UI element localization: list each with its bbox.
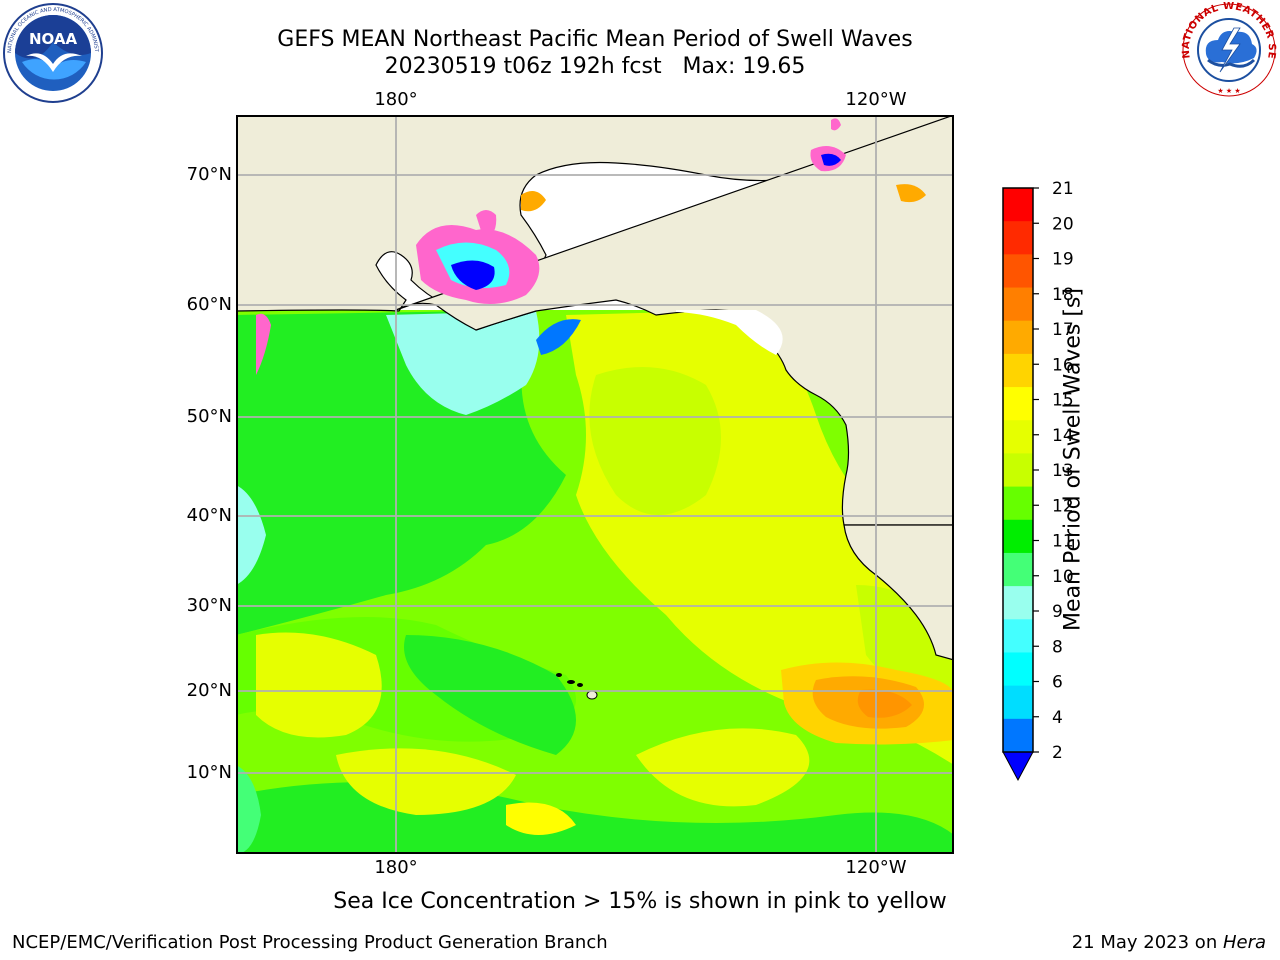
colorbar-bin bbox=[1003, 453, 1033, 488]
colorbar-bin bbox=[1003, 254, 1033, 289]
nws-logo-icon: NATIONAL WEATHER SERVICE ★ ★ ★ bbox=[1178, 2, 1277, 97]
colorbar-tick-label: 10 bbox=[1052, 567, 1074, 587]
lat-label-30n: 30°N bbox=[186, 595, 232, 616]
colorbar-tick-label: 20 bbox=[1052, 214, 1074, 234]
colorbar-bin bbox=[1003, 420, 1033, 454]
lon-label-180-bottom: 180° bbox=[374, 857, 418, 878]
swell-period-map bbox=[236, 115, 954, 854]
colorbar-tick-label: 12 bbox=[1052, 496, 1074, 516]
colorbar-tick-label: 6 bbox=[1052, 673, 1063, 693]
colorbar-bin bbox=[1003, 586, 1033, 620]
colorbar-bin bbox=[1003, 685, 1033, 720]
noaa-logo-icon: NOAA NATIONAL OCEANIC AND ATMOSPHERIC AD… bbox=[2, 2, 103, 103]
host-name: Hera bbox=[1222, 932, 1266, 953]
colorbar-bin bbox=[1003, 552, 1033, 587]
colorbar-tick-label: 14 bbox=[1052, 426, 1074, 446]
map-frame bbox=[236, 115, 954, 854]
colorbar: 21 20 19 18 17 16 15 14 13 12 11 10 9 8 6 4 2 bbox=[1002, 180, 1074, 782]
title-line-2: 20230519 t06z 192h fcst Max: 19.65 bbox=[384, 54, 806, 79]
colorbar-bin bbox=[1003, 320, 1033, 355]
lon-label-180-top: 180° bbox=[374, 89, 418, 110]
colorbar-tick-label: 13 bbox=[1052, 461, 1074, 481]
lat-label-60n: 60°N bbox=[186, 294, 232, 315]
colorbar-tick-label: 15 bbox=[1052, 391, 1074, 411]
lat-label-50n: 50°N bbox=[186, 406, 232, 427]
date-label: 21 May 2023 on bbox=[1071, 932, 1223, 953]
colorbar-tick-label: 8 bbox=[1052, 637, 1063, 657]
colorbar-under-triangle bbox=[1002, 751, 1034, 782]
us-west-coast bbox=[843, 524, 954, 661]
lon-label-120w-bottom: 120°W bbox=[845, 857, 907, 878]
sea-ice-beaufort bbox=[810, 118, 926, 203]
colorbar-bin bbox=[1003, 387, 1033, 421]
colorbar-bin bbox=[1003, 353, 1033, 388]
colorbar-tick-label: 9 bbox=[1052, 602, 1063, 622]
colorbar-tick-label: 18 bbox=[1052, 285, 1074, 305]
lon-label-120w-top: 120°W bbox=[845, 89, 907, 110]
colorbar-bin bbox=[1003, 486, 1033, 521]
colorbar-label: Mean Period of Swell Waves [s] bbox=[1060, 288, 1086, 631]
sea-ice-bering bbox=[256, 191, 546, 375]
lat-label-70n: 70°N bbox=[186, 164, 232, 185]
credit-text: NCEP/EMC/Verification Post Processing Pr… bbox=[12, 932, 608, 953]
colorbar-bin bbox=[1003, 221, 1033, 255]
lat-label-40n: 40°N bbox=[186, 505, 232, 526]
colorbar-tick-label: 2 bbox=[1052, 743, 1063, 763]
colorbar-tick-label: 21 bbox=[1052, 180, 1074, 199]
lat-label-20n: 20°N bbox=[186, 680, 232, 701]
lat-label-10n: 10°N bbox=[186, 762, 232, 783]
colorbar-bin bbox=[1003, 287, 1033, 322]
colorbar-bin bbox=[1003, 619, 1033, 653]
hawaii-islands bbox=[556, 673, 598, 700]
svg-text:★ ★ ★: ★ ★ ★ bbox=[1217, 87, 1240, 95]
colorbar-bin bbox=[1003, 652, 1033, 687]
colorbar-bin bbox=[1003, 718, 1033, 753]
colorbar-tick-label: 4 bbox=[1052, 708, 1063, 728]
colorbar-bin bbox=[1003, 188, 1033, 222]
date-text: 21 May 2023 on Hera bbox=[1072, 932, 1266, 953]
noaa-logo-text: NOAA bbox=[29, 30, 78, 48]
colorbar-tick-label: 19 bbox=[1052, 250, 1074, 270]
colorbar-tick-label: 16 bbox=[1052, 355, 1074, 375]
colorbar-bin bbox=[1003, 519, 1033, 554]
sea-ice-note: Sea Ice Concentration > 15% is shown in … bbox=[333, 889, 947, 914]
title-line-1: GEFS MEAN Northeast Pacific Mean Period … bbox=[277, 27, 913, 52]
colorbar-tick-label: 17 bbox=[1052, 320, 1074, 340]
map-grid bbox=[236, 115, 954, 854]
colorbar-tick-label: 11 bbox=[1052, 532, 1074, 552]
